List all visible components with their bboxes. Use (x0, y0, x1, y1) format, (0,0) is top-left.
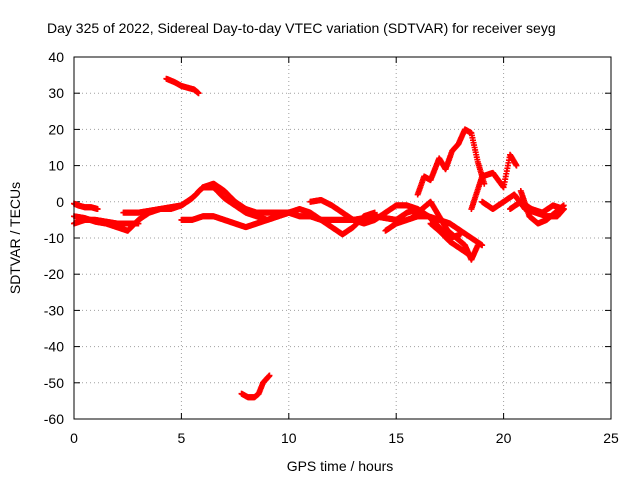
data-point (457, 231, 464, 238)
series-arc8 (307, 196, 421, 227)
tick-labels: 0 5 10 15 20 25 40 30 20 10 0 -10 -20 -30 -40 -50 -60 (44, 49, 619, 446)
data-point (560, 202, 567, 209)
y-tick-label: 40 (48, 49, 64, 65)
y-tick-label: -50 (44, 375, 64, 391)
series-arc14 (468, 151, 520, 213)
y-tick-label: 10 (48, 158, 64, 174)
data-point (135, 220, 142, 227)
series-arc17 (517, 187, 567, 227)
data-point (513, 162, 520, 169)
data-point (94, 206, 101, 213)
y-tick-label: -40 (44, 339, 64, 355)
x-tick-label: 25 (603, 430, 619, 446)
series-arc7 (238, 372, 273, 401)
plot-frame (73, 56, 612, 420)
y-tick-label: 20 (48, 121, 64, 137)
y-tick-label: -10 (44, 230, 64, 246)
y-tick-label: -60 (44, 411, 64, 427)
chart-title: Day 325 of 2022, Sidereal Day-to-day VTE… (47, 20, 556, 36)
y-axis-label: SDTVAR / TECUs (7, 182, 23, 294)
series-arc6 (163, 75, 202, 97)
data-point (266, 372, 273, 379)
series-arc1 (71, 200, 101, 213)
x-tick-label: 5 (178, 430, 186, 446)
x-tick-label: 0 (70, 430, 78, 446)
x-tick-label: 20 (496, 430, 512, 446)
y-tick-label: 30 (48, 85, 64, 101)
data-point (195, 90, 202, 97)
grid (74, 57, 611, 419)
data-point (468, 253, 475, 260)
x-tick-label: 10 (281, 430, 297, 446)
series-arc5 (178, 209, 400, 231)
x-axis-label: GPS time / hours (287, 458, 394, 474)
x-tick-label: 15 (388, 430, 404, 446)
data-point (474, 242, 481, 249)
series-arc4 (120, 180, 292, 216)
series-arc3 (71, 216, 142, 227)
y-tick-label: -20 (44, 266, 64, 282)
series-arc13 (427, 220, 475, 260)
y-tick-label: -30 (44, 302, 64, 318)
y-tick-label: 0 (56, 194, 64, 210)
